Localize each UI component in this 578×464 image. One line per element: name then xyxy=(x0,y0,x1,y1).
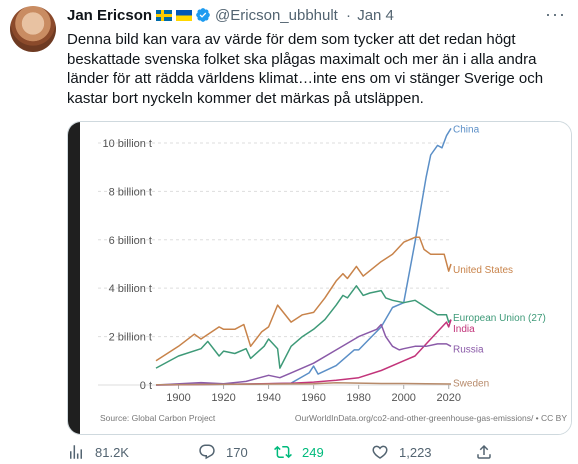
emissions-chart: 0 t 2 billion t 4 billion t 6 billion t 8 bi… xyxy=(68,122,571,434)
y-tick-label: 8 billion t xyxy=(109,186,152,198)
y-tick-label: 0 t xyxy=(140,380,152,392)
x-tick-label: 1900 xyxy=(166,392,190,404)
chart-source-left: Source: Global Carbon Project xyxy=(100,413,216,423)
series-label-india: India xyxy=(453,324,475,335)
reply-action[interactable]: 170 xyxy=(198,443,248,461)
heart-icon xyxy=(372,445,388,459)
y-tick-label: 4 billion t xyxy=(109,283,152,295)
tweet-header: Jan Ericson @Ericson_ubbhult · Jan 4 xyxy=(67,7,394,25)
sweden-flag-icon xyxy=(156,10,173,21)
y-tick-label: 10 billion t xyxy=(102,138,152,150)
author-name[interactable]: Jan Ericson xyxy=(67,7,153,24)
more-options-icon[interactable]: ··· xyxy=(545,4,566,24)
share-icon xyxy=(477,444,491,459)
x-tick-label: 1940 xyxy=(256,392,280,404)
views-icon xyxy=(70,445,82,459)
like-count: 1,223 xyxy=(399,444,432,460)
share-action[interactable] xyxy=(475,443,493,461)
retweet-count: 249 xyxy=(302,444,324,460)
verified-badge-icon xyxy=(196,8,210,22)
author-handle[interactable]: @Ericson_ubbhult xyxy=(215,7,338,24)
series-line-sweden xyxy=(155,382,452,386)
views-count: 81.2K xyxy=(95,444,129,460)
chart-source-right: OurWorldInData.org/co2-and-other-greenho… xyxy=(295,413,567,423)
series-label-sweden: Sweden xyxy=(453,379,489,390)
like-action[interactable]: 1,223 xyxy=(371,443,432,461)
series-line-russia xyxy=(155,323,452,386)
series-line-european-union-27 xyxy=(155,285,452,369)
x-tick-label: 1960 xyxy=(301,392,325,404)
y-tick-label: 6 billion t xyxy=(109,235,152,247)
tweet-actions: 81.2K 170 249 1,223 xyxy=(67,443,567,461)
retweet-action[interactable]: 249 xyxy=(274,443,324,461)
series-label-china: China xyxy=(453,124,480,135)
views-action[interactable]: 81.2K xyxy=(67,443,129,461)
x-tick-label: 2020 xyxy=(437,392,461,404)
series-label-russia: Russia xyxy=(453,345,484,356)
tweet-text: Denna bild kan vara av värde för dem som… xyxy=(67,31,544,107)
tweet-media-image[interactable]: 0 t 2 billion t 4 billion t 6 billion t 8 bi… xyxy=(67,121,572,435)
y-tick-label: 2 billion t xyxy=(109,332,152,344)
series-line-india xyxy=(155,319,452,386)
series-line-china xyxy=(155,128,452,386)
x-tick-label: 1920 xyxy=(211,392,235,404)
reply-icon xyxy=(199,444,215,460)
reply-count: 170 xyxy=(226,444,248,460)
series-label-european-union-27: European Union (27) xyxy=(453,313,546,324)
x-tick-label: 2000 xyxy=(391,392,415,404)
retweet-icon xyxy=(274,445,292,459)
header-separator: · xyxy=(346,7,352,24)
series-label-united-states: United States xyxy=(453,265,513,276)
ukraine-flag-icon xyxy=(176,10,193,21)
x-tick-label: 1980 xyxy=(346,392,370,404)
series-line-united-states xyxy=(155,236,452,362)
author-avatar[interactable] xyxy=(10,6,56,52)
tweet-date[interactable]: Jan 4 xyxy=(357,7,394,24)
